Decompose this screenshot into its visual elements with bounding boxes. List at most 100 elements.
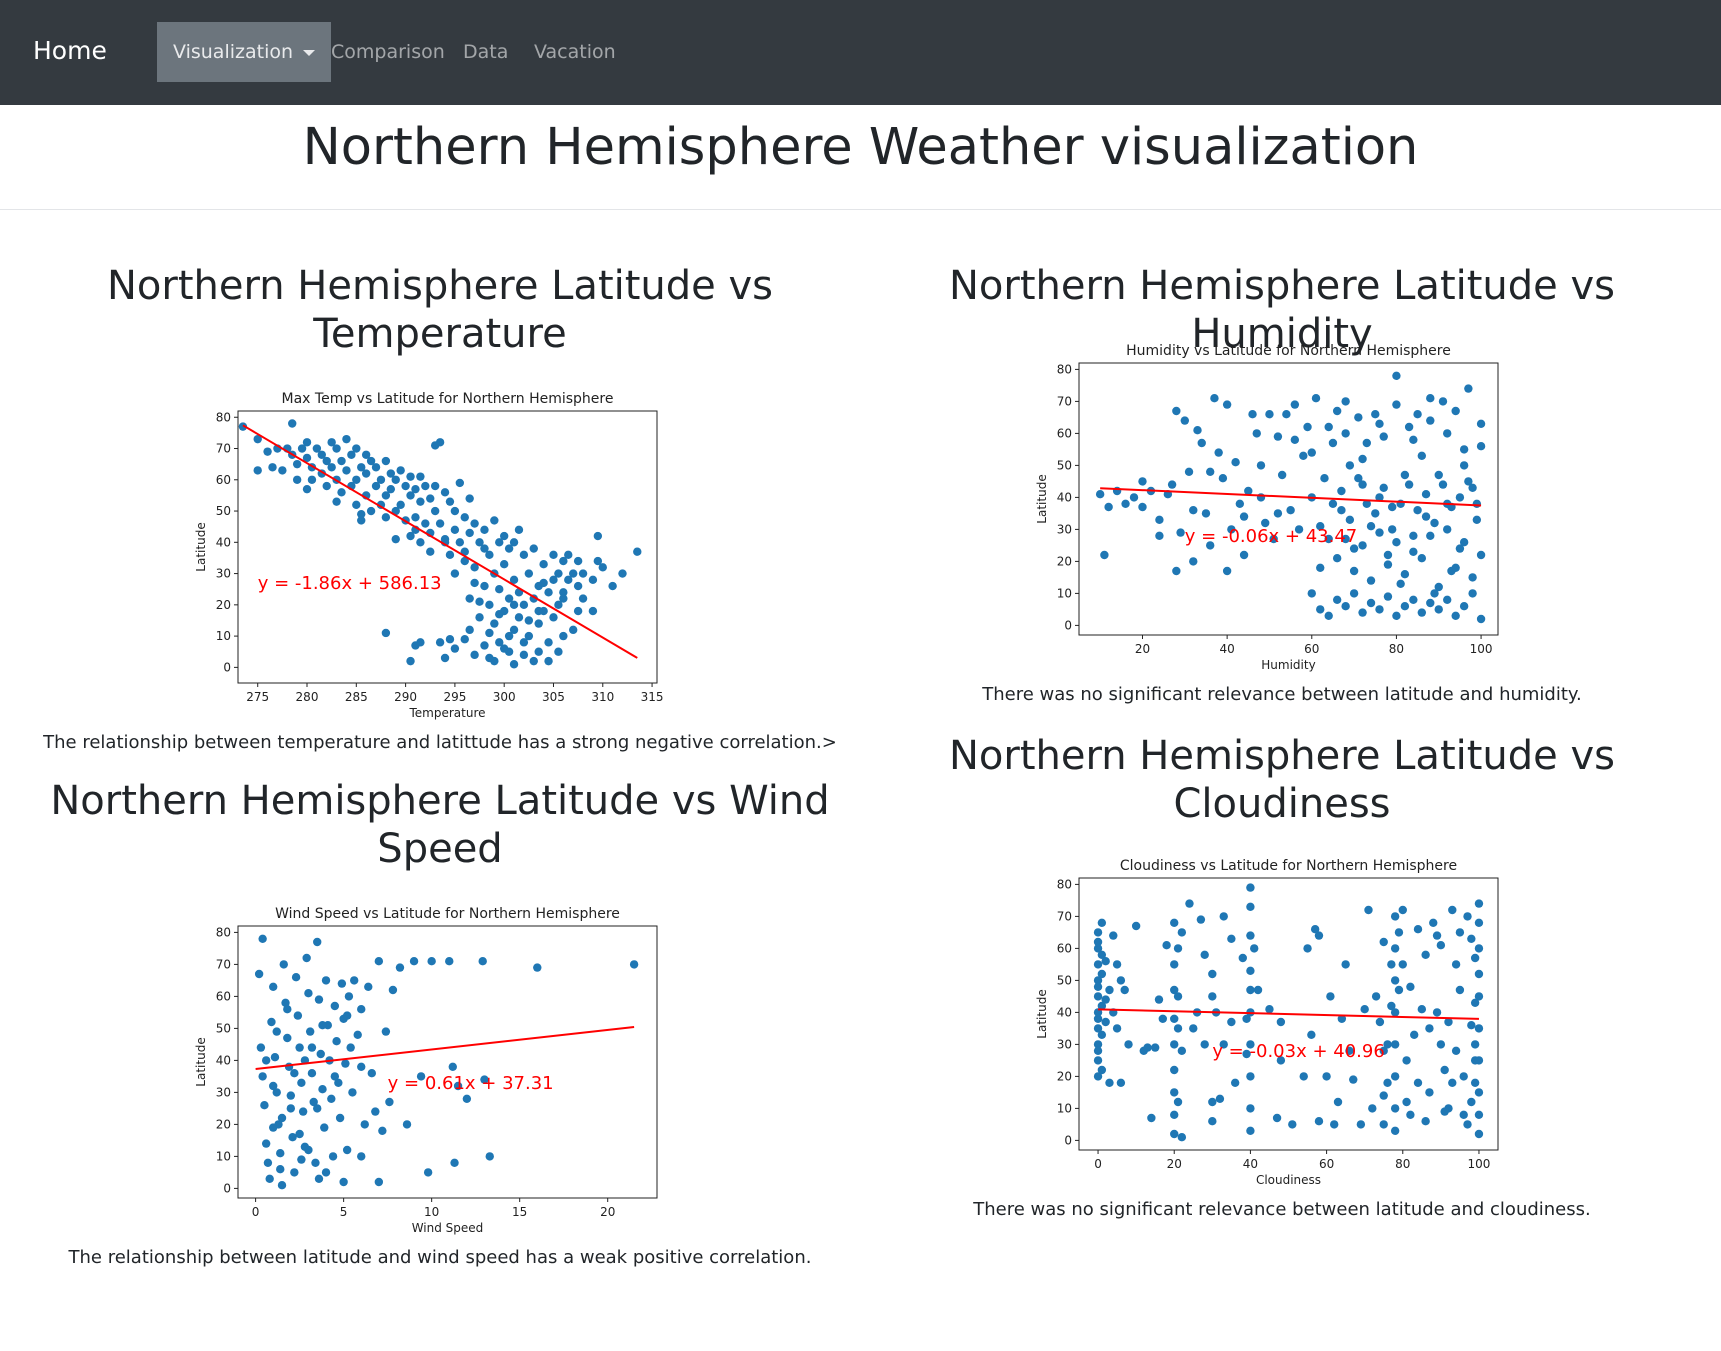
data-point — [1354, 474, 1363, 483]
data-point — [1467, 1021, 1476, 1030]
data-point — [1222, 566, 1232, 576]
data-point — [564, 550, 573, 560]
data-point — [1218, 474, 1228, 483]
data-point — [347, 450, 356, 459]
data-point — [1124, 1040, 1133, 1049]
data-point — [349, 976, 359, 985]
data-point — [1100, 550, 1109, 560]
data-point — [1366, 522, 1376, 531]
data-point — [1409, 595, 1418, 604]
nav-visualization-dropdown[interactable]: Visualization — [157, 22, 332, 82]
data-point — [334, 1078, 343, 1087]
data-point — [314, 1174, 324, 1183]
home-link[interactable]: Home — [33, 36, 107, 65]
data-point — [352, 500, 361, 509]
data-point — [465, 528, 474, 538]
y-tick-label: 20 — [1057, 1069, 1072, 1083]
nav-vacation[interactable]: Vacation — [534, 41, 616, 63]
data-point — [307, 1043, 317, 1052]
data-point — [1375, 419, 1384, 428]
scatter-chart-cloudiness: Cloudiness vs Latitude for Northern Hemi… — [1035, 858, 1499, 1187]
data-point — [470, 563, 479, 572]
data-point — [270, 1053, 280, 1062]
data-point — [1425, 1024, 1434, 1033]
data-point — [1430, 518, 1439, 528]
data-point — [346, 1043, 355, 1052]
data-point — [1400, 470, 1410, 480]
data-point — [1426, 394, 1435, 403]
data-point — [278, 466, 287, 475]
data-point — [1368, 1104, 1377, 1113]
data-point — [339, 1177, 348, 1187]
data-point — [485, 600, 494, 610]
data-point — [1116, 1078, 1126, 1087]
data-point — [381, 491, 391, 500]
data-point — [1310, 925, 1320, 934]
data-point — [337, 456, 346, 466]
data-point — [1463, 912, 1472, 921]
data-point — [1273, 509, 1283, 518]
x-tick-label: 275 — [246, 690, 269, 704]
data-point — [549, 613, 558, 622]
data-point — [401, 481, 410, 491]
data-point — [1239, 550, 1249, 560]
x-tick-label: 20 — [1135, 642, 1150, 656]
data-point — [1404, 480, 1414, 489]
data-point — [559, 631, 568, 641]
data-point — [490, 516, 499, 525]
y-axis-label: Latitude — [194, 522, 208, 571]
data-point — [1455, 493, 1465, 502]
data-point — [253, 466, 262, 475]
nav-comparison[interactable]: Comparison — [331, 41, 445, 63]
data-point — [322, 456, 331, 466]
y-tick-label: 40 — [216, 1053, 231, 1067]
data-point — [430, 506, 440, 516]
data-point — [1358, 541, 1367, 550]
regression-equation: y = -1.86x + 586.13 — [258, 573, 442, 594]
data-point — [1476, 419, 1486, 428]
data-point — [1379, 483, 1388, 492]
data-point — [297, 1155, 306, 1164]
data-point — [1349, 1075, 1358, 1084]
data-point — [554, 647, 563, 656]
data-point — [342, 1145, 352, 1155]
data-point — [1290, 400, 1300, 409]
top-navbar: Home Visualization Comparison Data Vacat… — [0, 0, 1721, 105]
data-point — [1093, 1046, 1103, 1055]
data-point — [344, 992, 354, 1001]
data-point — [298, 1107, 308, 1116]
data-point — [1324, 422, 1333, 432]
data-point — [1231, 458, 1240, 467]
data-point — [559, 556, 568, 566]
data-point — [293, 1011, 303, 1020]
data-point — [256, 1043, 266, 1052]
x-tick-label: 300 — [493, 690, 516, 704]
data-point — [1426, 531, 1435, 540]
data-point — [1421, 512, 1431, 521]
nav-data[interactable]: Data — [463, 41, 509, 63]
y-tick-label: 30 — [216, 1085, 231, 1099]
y-tick-label: 0 — [223, 660, 231, 674]
data-point — [360, 1120, 369, 1129]
data-point — [1246, 1040, 1255, 1049]
data-point — [385, 1097, 394, 1107]
data-point — [406, 531, 415, 541]
data-point — [328, 1152, 338, 1161]
scatter-chart-humidity: Humidity vs Latitude for Northern Hemisp… — [1035, 343, 1499, 672]
data-point — [1345, 515, 1355, 524]
data-point — [1345, 461, 1355, 470]
data-point — [1201, 509, 1211, 518]
plot-frame — [1078, 362, 1499, 636]
data-point — [276, 1165, 285, 1174]
x-tick-label: 315 — [641, 690, 664, 704]
y-axis-label: Latitude — [194, 1037, 208, 1086]
data-point — [1246, 883, 1255, 892]
data-point — [485, 550, 494, 560]
data-point — [519, 600, 529, 610]
data-point — [357, 1062, 366, 1071]
data-point — [1349, 544, 1359, 553]
data-point — [1189, 557, 1198, 566]
data-point — [1272, 1113, 1282, 1123]
data-point — [544, 588, 553, 597]
section-title-temperature: Northern Hemisphere Latitude vs Temperat… — [107, 263, 773, 357]
